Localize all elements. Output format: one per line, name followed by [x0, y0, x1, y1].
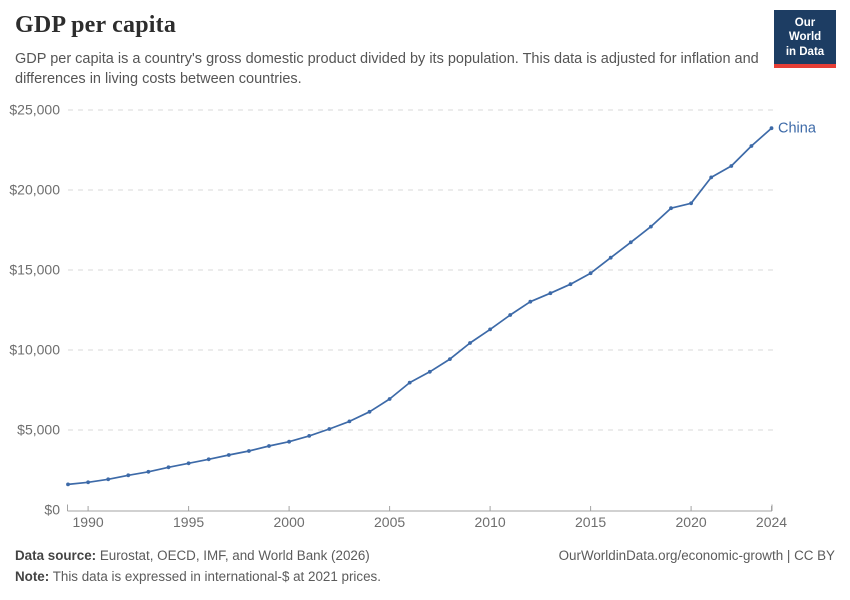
- china-point-1991[interactable]: [106, 477, 111, 482]
- y-tick-label-20000: $20,000: [9, 182, 60, 198]
- note-text: Note: This data is expressed in internat…: [15, 568, 381, 584]
- china-point-1997[interactable]: [226, 453, 231, 457]
- china-point-2008[interactable]: [448, 357, 452, 361]
- china-point-2012[interactable]: [528, 299, 533, 304]
- china-point-1994[interactable]: [166, 465, 171, 470]
- chart-svg: $0 $5,000 $10,000 $15,000 $20,000 $25,000 1990…: [9, 102, 817, 531]
- x-tick-label-2020: 2020: [676, 514, 707, 530]
- china-point-1993[interactable]: [146, 469, 151, 474]
- china-point-1996[interactable]: [206, 457, 211, 462]
- china-point-1989[interactable]: [66, 482, 70, 487]
- china-point-2005[interactable]: [387, 397, 392, 401]
- china-point-2017[interactable]: [628, 240, 633, 245]
- china-point-2018[interactable]: [649, 224, 653, 229]
- series-label-china[interactable]: China: [778, 121, 817, 137]
- china-point-1998[interactable]: [247, 449, 251, 453]
- china-point-1999[interactable]: [267, 444, 271, 448]
- china-point-2002[interactable]: [327, 427, 332, 431]
- chart-footer: Data source: Eurostat, OECD, IMF, and Wo…: [15, 546, 835, 588]
- y-tick-label-0: $0: [44, 502, 60, 518]
- china-point-2003[interactable]: [347, 419, 352, 424]
- chart-subtitle: GDP per capita is a country's gross dome…: [15, 51, 759, 87]
- china-point-2016[interactable]: [608, 255, 613, 260]
- chart-header: GDP per capita GDP per capita is a count…: [15, 12, 835, 89]
- china-point-2013[interactable]: [548, 291, 553, 296]
- owid-logo[interactable]: Our World in Data: [774, 10, 836, 69]
- data-source-text: Data source: Eurostat, OECD, IMF, and Wo…: [15, 548, 370, 563]
- owid-link[interactable]: OurWorldinData.org/economic-growth | CC …: [558, 548, 835, 563]
- china-point-1995[interactable]: [186, 461, 191, 466]
- x-tick-label-1995: 1995: [173, 514, 204, 530]
- y-tick-label-15000: $15,000: [9, 262, 60, 278]
- china-point-1990[interactable]: [86, 480, 90, 485]
- x-tick-label-2015: 2015: [575, 514, 606, 530]
- x-tick-label-2010: 2010: [475, 514, 506, 530]
- china-point-2020[interactable]: [689, 201, 693, 206]
- note-label: Note:: [15, 568, 50, 584]
- x-tick-label-2005: 2005: [374, 514, 405, 530]
- china-point-2006[interactable]: [407, 380, 412, 385]
- y-tick-label-10000: $10,000: [9, 342, 60, 358]
- china-point-2011[interactable]: [508, 313, 513, 317]
- china-point-2007[interactable]: [427, 369, 432, 374]
- y-tick-label-25000: $25,000: [9, 102, 60, 118]
- line-chart: $0 $5,000 $10,000 $15,000 $20,000 $25,000 1990…: [0, 95, 850, 540]
- owid-logo-line2: in Data: [785, 45, 825, 58]
- china-point-2023[interactable]: [749, 144, 754, 148]
- china-point-2022[interactable]: [729, 164, 734, 168]
- owid-logo-accent-bar: [774, 64, 836, 69]
- y-tick-label-5000: $5,000: [17, 422, 60, 438]
- china-line[interactable]: [67, 127, 773, 486]
- china-point-2021[interactable]: [709, 175, 714, 180]
- china-point-2000[interactable]: [287, 439, 291, 444]
- china-point-2009[interactable]: [468, 341, 472, 345]
- china-point-2004[interactable]: [367, 409, 372, 414]
- owid-logo-box: Our World in Data: [774, 10, 836, 65]
- china-point-2024[interactable]: [769, 126, 774, 131]
- x-tick-label-2024: 2024: [756, 514, 787, 530]
- china-point-2014[interactable]: [568, 282, 573, 287]
- china-point-2019[interactable]: [669, 206, 673, 211]
- x-tick-label-2000: 2000: [274, 514, 305, 530]
- china-point-2010[interactable]: [488, 327, 492, 332]
- owid-logo-line1: Our World: [788, 17, 822, 44]
- x-tick-label-1990: 1990: [73, 514, 104, 530]
- data-source-label: Data source:: [15, 548, 97, 563]
- china-point-2001[interactable]: [307, 434, 312, 438]
- china-point-1992[interactable]: [126, 473, 131, 478]
- page-title: GDP per capita: [15, 12, 177, 38]
- china-point-2015[interactable]: [588, 271, 593, 276]
